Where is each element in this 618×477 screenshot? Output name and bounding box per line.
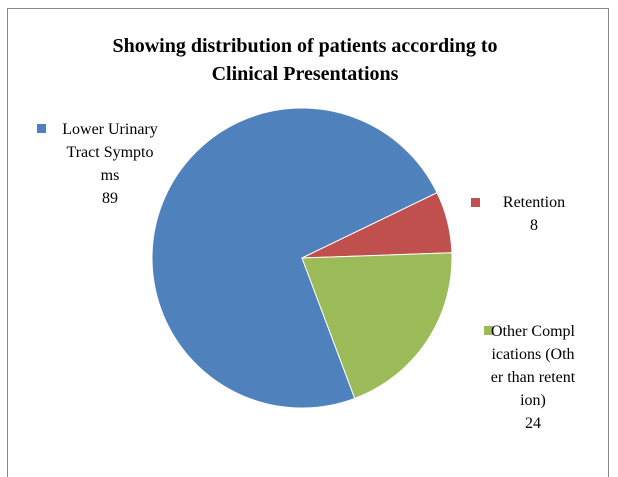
data-label: Other Complications (Other than retentio… [490,320,576,435]
pie-slice [301,252,453,400]
pie-slice [151,107,438,409]
data-label: Retention 8 [490,191,578,237]
value-label: 89 [102,190,118,207]
value-label: 24 [525,415,541,432]
legend-marker [37,124,46,133]
category-label: Retention [502,194,566,211]
category-label: Lower Urinary Tract Symptoms [62,121,158,184]
chart-border [7,8,609,477]
legend-marker [471,198,480,207]
value-label: 8 [530,217,538,234]
data-label: Lower Urinary Tract Symptoms 89 [62,118,158,210]
category-label: Other Complications (Other than retentio… [490,323,576,409]
chart-title: Showing distribution of patients accordi… [112,35,498,85]
legend-marker [484,326,493,335]
